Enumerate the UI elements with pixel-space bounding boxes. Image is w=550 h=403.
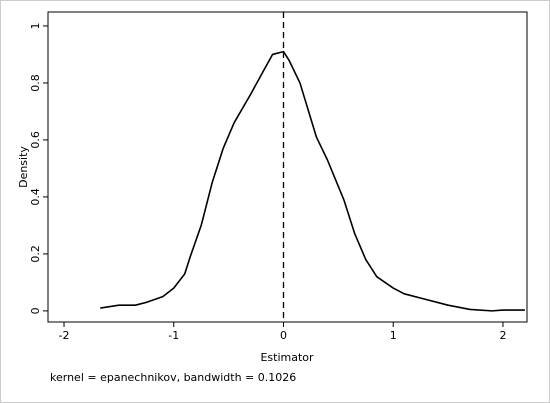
x-tick-label: 0: [280, 329, 287, 342]
plot-frame: [47, 11, 528, 323]
y-tick-label: 0.8: [29, 74, 42, 92]
x-axis-label: Estimator: [260, 351, 314, 364]
y-tick-label: 0.6: [29, 131, 42, 149]
x-tick-label: -2: [59, 329, 70, 342]
y-tick-label: 1: [29, 22, 42, 29]
x-tick-label: -1: [168, 329, 179, 342]
density-line: [100, 50, 525, 312]
note: kernel = epanechnikov, bandwidth = 0.102…: [50, 371, 296, 384]
y-tick-label: 0.2: [29, 245, 42, 263]
y-tick-label: 0.4: [29, 188, 42, 206]
y-tick-label: 0: [29, 307, 42, 314]
x-tick-label: 2: [499, 329, 506, 342]
y-axis-label: Density: [17, 146, 30, 188]
x-tick-label: 1: [390, 329, 397, 342]
